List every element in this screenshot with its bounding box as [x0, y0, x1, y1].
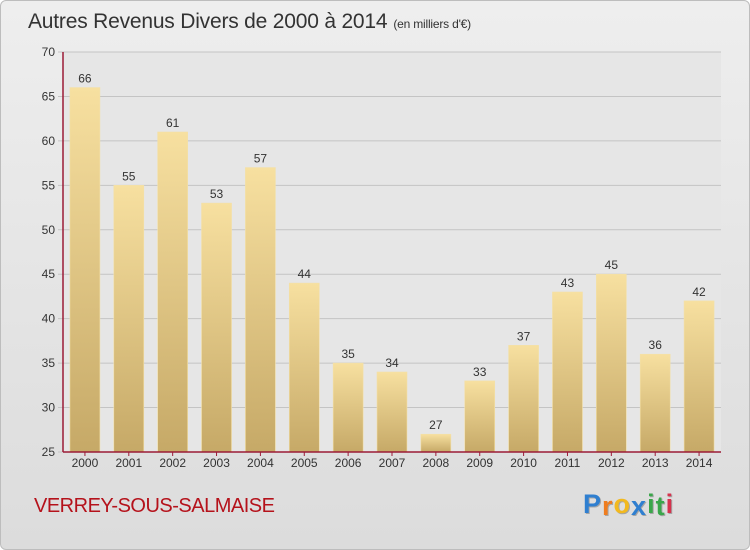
bar-2007: [376, 371, 408, 453]
x-tick-label: 2010: [510, 456, 537, 470]
x-tick-label: 2008: [423, 456, 450, 470]
x-tick-label: 2013: [642, 456, 669, 470]
x-tick-label: 2014: [686, 456, 713, 470]
data-label-2013: 36: [649, 338, 663, 352]
bar-2003: [201, 202, 232, 453]
logo-letter: t: [655, 491, 666, 521]
data-label-2001: 55: [122, 169, 136, 183]
bar-2014: [683, 300, 715, 453]
x-tick-label: 2009: [466, 456, 493, 470]
data-label-2004: 57: [254, 152, 268, 166]
bar-2008: [420, 433, 452, 453]
bar-2000: [69, 87, 101, 453]
data-label-2007: 34: [385, 356, 399, 370]
bar-2001: [113, 185, 145, 453]
logo-letter: o: [613, 489, 632, 519]
data-label-2014: 42: [692, 285, 706, 299]
y-tick-label: 55: [42, 178, 56, 192]
chart-title: Autres Revenus Divers de 2000 à 2014 (en …: [28, 10, 471, 34]
data-label-2006: 35: [341, 347, 355, 361]
y-tick-label: 25: [42, 445, 56, 459]
data-label-2005: 44: [298, 267, 312, 281]
data-label-2003: 53: [210, 187, 224, 201]
data-label-2009: 33: [473, 365, 487, 379]
bar-2005: [288, 282, 320, 453]
data-label-2002: 61: [166, 116, 180, 130]
data-label-2010: 37: [517, 329, 531, 343]
proxiti-logo: Proxiti: [583, 489, 675, 521]
bar-2002: [157, 131, 188, 453]
y-tick-label: 40: [42, 312, 56, 326]
data-label-2012: 45: [605, 258, 619, 272]
bar-2011: [552, 291, 583, 453]
y-tick-label: 60: [42, 134, 56, 148]
y-tick-label: 65: [42, 89, 56, 103]
y-tick-label: 50: [42, 223, 56, 237]
x-tick-label: 2001: [115, 456, 142, 470]
logo-letter: r: [602, 491, 614, 521]
bar-2009: [464, 380, 496, 453]
x-tick-label: 2011: [555, 456, 581, 470]
x-tick-label: 2006: [335, 456, 362, 470]
bar-2013: [639, 353, 671, 453]
bar-2006: [332, 362, 364, 453]
bar-2010: [508, 345, 539, 453]
logo-letter: x: [631, 491, 648, 521]
logo-letter: i: [647, 489, 656, 519]
logo-letter: P: [583, 489, 603, 519]
logo-letter: i: [665, 489, 675, 519]
y-tick-label: 70: [42, 45, 56, 59]
y-tick-label: 30: [42, 401, 56, 415]
x-tick-label: 2005: [291, 456, 318, 470]
x-tick-label: 2004: [247, 456, 274, 470]
x-tick-label: 2007: [379, 456, 406, 470]
chart-title-text: Autres Revenus Divers de 2000 à 2014: [28, 10, 388, 33]
bar-2004: [245, 167, 276, 453]
data-label-2008: 27: [429, 418, 443, 432]
data-label-2011: 43: [561, 276, 575, 290]
y-tick-label: 35: [42, 356, 56, 370]
x-tick-label: 2000: [72, 456, 99, 470]
location-name: VERREY-SOUS-SALMAISE: [34, 495, 275, 517]
bar-2012: [596, 273, 627, 453]
data-label-2000: 66: [78, 72, 92, 86]
chart-subtitle: (en milliers d'€): [393, 17, 471, 31]
x-tick-label: 2003: [203, 456, 230, 470]
y-tick-label: 45: [42, 267, 56, 281]
x-tick-label: 2002: [159, 456, 186, 470]
x-tick-label: 2012: [598, 456, 625, 470]
